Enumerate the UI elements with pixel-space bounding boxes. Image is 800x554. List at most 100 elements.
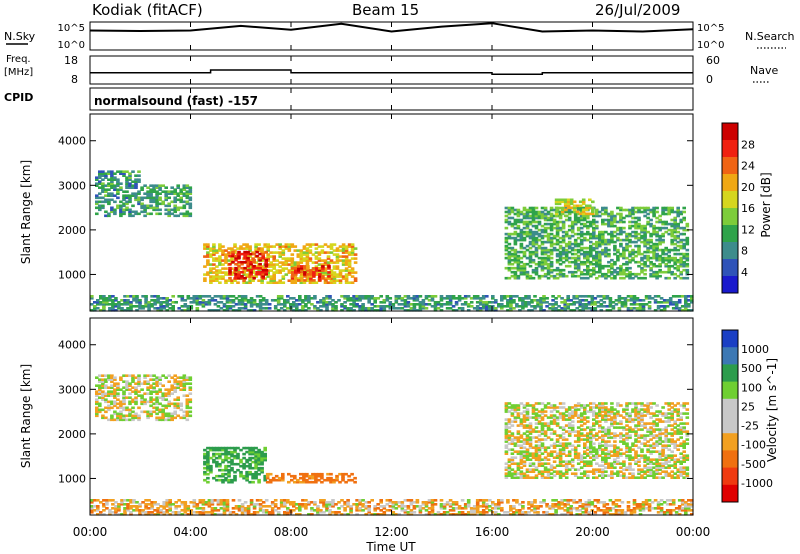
- scatter-cell: [584, 305, 589, 308]
- scatter-cell: [589, 452, 593, 455]
- scatter-cell: [682, 254, 686, 258]
- scatter-cell: [561, 432, 566, 435]
- scatter-cell: [344, 255, 349, 258]
- scatter-cell: [98, 176, 102, 179]
- scatter-cell: [616, 472, 620, 475]
- scatter-cell: [243, 305, 248, 308]
- scatter-cell: [104, 172, 108, 175]
- scatter-cell: [664, 208, 668, 212]
- scatter-cell: [528, 264, 533, 268]
- scatter-cell: [684, 301, 688, 304]
- scatter-cell: [522, 206, 527, 210]
- scatter-cell: [173, 208, 177, 212]
- scatter-cell: [189, 301, 194, 304]
- scatter-cell: [301, 301, 305, 304]
- scatter-cell: [558, 434, 563, 437]
- scatter-cell: [275, 269, 279, 272]
- scatter-cell: [507, 410, 512, 413]
- scatter-cell: [652, 256, 656, 260]
- scatter-cell: [319, 301, 323, 304]
- scatter-cell: [128, 196, 132, 200]
- scatter-cell: [667, 248, 671, 252]
- scatter-cell: [206, 460, 210, 464]
- scatter-cell: [607, 252, 611, 256]
- scatter-cell: [537, 402, 542, 405]
- scatter-cell: [128, 208, 132, 212]
- scatter-cell: [225, 299, 230, 302]
- scatter-cell: [625, 214, 629, 218]
- scatter-cell: [581, 210, 586, 214]
- scatter-cell: [352, 299, 356, 302]
- scatter-cell: [545, 301, 549, 304]
- scatter-cell: [619, 242, 623, 246]
- scatter-cell: [341, 277, 346, 280]
- scatter-cell: [128, 212, 132, 216]
- scatter-cell: [601, 272, 605, 276]
- scatter-cell: [292, 303, 296, 306]
- scatter-cell: [576, 432, 581, 435]
- scatter-cell: [533, 305, 537, 308]
- scatter-cell: [558, 228, 563, 232]
- scatter-cell: [549, 452, 554, 455]
- scatter-cell: [537, 238, 542, 242]
- scatter-cell: [129, 307, 133, 310]
- scatter-cell: [269, 279, 273, 282]
- scatter-cell: [644, 295, 649, 298]
- scatter-cell: [601, 444, 605, 447]
- scatter-cell: [316, 301, 320, 304]
- scatter-cell: [634, 456, 638, 459]
- scatter-cell: [510, 232, 515, 236]
- scatter-cell: [321, 269, 325, 272]
- scatter-cell: [516, 208, 521, 212]
- scatter-cell: [534, 422, 539, 425]
- scatter-cell: [117, 307, 121, 310]
- scatter-cell: [104, 374, 108, 377]
- scatter-cell: [173, 192, 177, 195]
- scatter-cell: [481, 297, 486, 300]
- scatter-cell: [604, 406, 608, 409]
- scatter-cell: [658, 262, 662, 266]
- scatter-cell: [608, 297, 613, 300]
- scatter-cell: [588, 206, 592, 210]
- scatter-cell: [185, 194, 190, 197]
- scatter-cell: [576, 416, 581, 419]
- scatter-cell: [125, 170, 129, 173]
- scatter-cell: [658, 254, 662, 258]
- scatter-cell: [182, 416, 187, 420]
- scatter-cell: [631, 276, 635, 280]
- scatter-cell: [344, 249, 349, 252]
- scatter-cell: [528, 432, 533, 435]
- scatter-cell: [573, 266, 578, 270]
- scatter-cell: [579, 260, 584, 264]
- scatter-cell: [563, 202, 568, 206]
- scatter-cell: [320, 474, 324, 478]
- scatter-cell: [673, 242, 677, 246]
- scatter-cell: [167, 202, 171, 206]
- scatter-cell: [570, 248, 575, 252]
- scatter-cell: [326, 255, 331, 258]
- scatter-cell: [236, 269, 240, 272]
- scatter-cell: [355, 297, 359, 300]
- scatter-cell: [140, 382, 144, 385]
- scatter-cell: [182, 200, 187, 204]
- scatter-cell: [592, 268, 596, 272]
- scatter-cell: [534, 450, 539, 453]
- scatter-cell: [513, 404, 518, 407]
- scatter-cell: [610, 266, 614, 270]
- scatter-cell: [652, 206, 656, 210]
- scatter-cell: [248, 472, 252, 476]
- scatter-cell: [598, 408, 602, 411]
- scatter-cell: [320, 472, 324, 476]
- scatter-cell: [116, 188, 120, 191]
- scatter-cell: [528, 468, 533, 471]
- scatter-cell: [485, 305, 489, 308]
- scatter-cell: [146, 374, 150, 377]
- scatter-cell: [260, 281, 264, 284]
- scatter-cell: [602, 295, 607, 298]
- scatter-cell: [545, 297, 549, 300]
- scatter-cell: [146, 190, 150, 193]
- scatter-cell: [507, 250, 512, 254]
- scatter-cell: [622, 248, 626, 252]
- scatter-cell: [658, 268, 662, 272]
- scatter-cell: [619, 228, 623, 232]
